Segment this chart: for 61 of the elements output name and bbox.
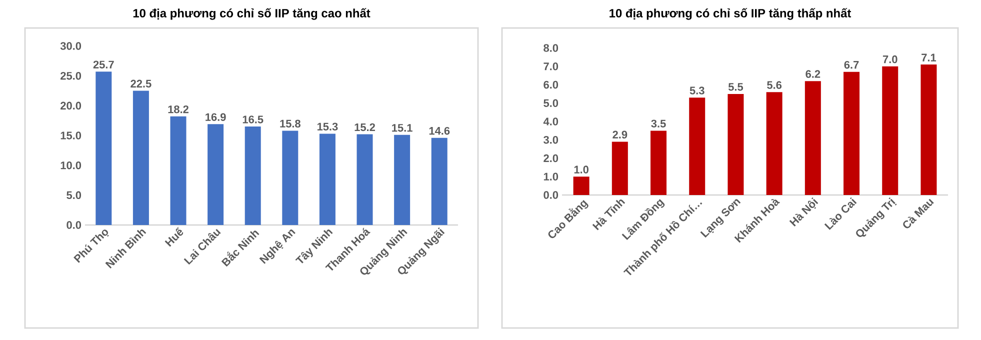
y-tick-label: 3.0	[544, 136, 558, 144]
data-label: 15.1	[392, 124, 412, 132]
data-label: 25.7	[93, 60, 114, 68]
data-label: 22.5	[130, 80, 152, 88]
bar	[689, 98, 706, 195]
data-label: 15.8	[280, 120, 300, 128]
x-tick-label: Hà Tĩnh	[592, 199, 626, 230]
bar	[96, 72, 112, 225]
data-label: 6.7	[844, 60, 859, 69]
data-label: 7.1	[922, 54, 936, 62]
data-label: 6.2	[806, 70, 820, 78]
bar	[728, 94, 744, 195]
data-label: 5.3	[690, 86, 704, 94]
bar	[612, 142, 628, 195]
data-label: 3.5	[651, 120, 666, 128]
data-label: 5.5	[728, 83, 744, 91]
data-label: 1.0	[574, 166, 588, 174]
x-tick-label: Hà Nội	[789, 197, 818, 227]
y-tick-label: 10.0	[60, 161, 82, 170]
data-label: 15.2	[354, 123, 375, 132]
y-tick-label: 0.0	[66, 221, 82, 229]
y-tick-label: 6.0	[544, 80, 558, 89]
bar	[844, 72, 860, 195]
data-label: 16.5	[242, 116, 264, 124]
data-label: 15.3	[317, 122, 338, 131]
y-tick-label: 4.0	[543, 118, 558, 126]
bar	[766, 92, 782, 195]
data-label: 5.6	[767, 81, 782, 89]
y-tick-label: 2.0	[544, 154, 558, 162]
bar	[282, 130, 298, 225]
y-tick-label: 30.0	[60, 42, 82, 50]
y-tick-label: 25.0	[60, 72, 82, 80]
bar	[208, 124, 224, 225]
y-tick-label: 8.0	[544, 44, 558, 52]
bar	[244, 126, 261, 225]
y-tick-label: 20.0	[60, 102, 82, 110]
bar	[920, 64, 937, 195]
bar	[394, 134, 410, 225]
bar	[882, 66, 898, 195]
bar	[170, 116, 186, 225]
y-tick-label: 0.0	[544, 191, 558, 199]
bar	[650, 130, 667, 195]
bar	[132, 90, 149, 225]
y-tick-label: 5.0	[66, 191, 82, 200]
bar	[431, 138, 448, 225]
y-tick-label: 15.0	[60, 132, 82, 140]
data-label: 16.9	[206, 113, 226, 121]
x-tick-label: Lào Cai	[824, 197, 857, 230]
y-tick-label: 7.0	[544, 62, 558, 70]
data-label: 14.6	[429, 126, 450, 135]
bar	[356, 134, 373, 225]
chart-title: 10 địa phương có chỉ số IIP tăng cao nhất	[133, 8, 370, 20]
data-label: 18.2	[168, 105, 188, 114]
data-label: 7.0	[882, 55, 898, 64]
y-tick-label: 5.0	[544, 99, 558, 108]
bar	[804, 81, 821, 195]
bar	[573, 176, 590, 195]
y-tick-label: 1.0	[544, 172, 558, 181]
chart-title: 10 địa phương có chỉ số IIP tăng thấp nhất	[610, 8, 852, 20]
bar	[319, 134, 336, 225]
data-label: 2.9	[612, 130, 628, 139]
